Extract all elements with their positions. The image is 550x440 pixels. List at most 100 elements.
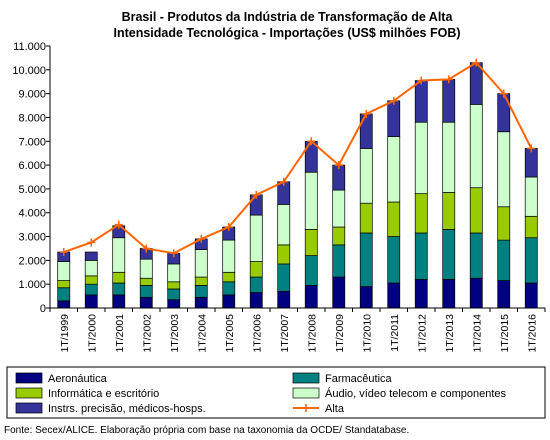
bar-segment-instrs-precis-o-m-dicos-hosps- bbox=[84, 251, 98, 261]
bar-segment-inform-tica-e-escrit-rio bbox=[249, 261, 263, 278]
stacked-bars bbox=[57, 62, 538, 309]
bar-segment--udio-v-deo-telecom-e-componentes bbox=[524, 176, 538, 217]
legend-swatch--udio-v-deo-telecom-e-componentes bbox=[292, 387, 320, 399]
x-tick-label: 1T/2011 bbox=[389, 314, 401, 352]
bar-segment-farmac-utica bbox=[359, 232, 373, 287]
bar-segment-instrs-precis-o-m-dicos-hosps- bbox=[442, 78, 456, 123]
bar-segment-inform-tica-e-escrit-rio bbox=[387, 201, 401, 237]
y-tick-label: 6.000 bbox=[18, 160, 46, 172]
bar-segment-inform-tica-e-escrit-rio bbox=[194, 276, 208, 286]
legend-box bbox=[6, 366, 546, 419]
bar-segment--udio-v-deo-telecom-e-componentes bbox=[139, 258, 153, 279]
alta-point-marker bbox=[472, 58, 481, 67]
bar-segment-instrs-precis-o-m-dicos-hosps- bbox=[497, 93, 511, 133]
y-tick-label: 2.000 bbox=[18, 255, 46, 267]
chart-title-line-2: Intensidade Tecnológica - Importações (U… bbox=[113, 26, 460, 40]
bar-segment-inform-tica-e-escrit-rio bbox=[57, 280, 71, 289]
bar-segment--udio-v-deo-telecom-e-componentes bbox=[359, 148, 373, 204]
bar-segment-farmac-utica bbox=[304, 255, 318, 286]
bar-segment-aeron-utica bbox=[442, 279, 456, 309]
alta-point-marker bbox=[417, 76, 426, 85]
bar-segment-inform-tica-e-escrit-rio bbox=[469, 187, 483, 234]
y-tick-label: 1.000 bbox=[18, 279, 46, 291]
bar-segment-farmac-utica bbox=[332, 244, 346, 278]
alta-point-marker bbox=[527, 144, 536, 153]
bar-segment-farmac-utica bbox=[442, 229, 456, 280]
bar-segment-aeron-utica bbox=[112, 294, 126, 309]
x-tick-label: 1T/2013 bbox=[444, 314, 456, 353]
legend-label-inform-tica-e-escrit-rio: Informática e escritório bbox=[48, 388, 159, 400]
bar-segment-aeron-utica bbox=[57, 300, 71, 309]
bar-segment-inform-tica-e-escrit-rio bbox=[277, 244, 291, 265]
alta-point-marker bbox=[114, 220, 123, 229]
alta-point-marker bbox=[334, 161, 343, 170]
alta-line-series bbox=[59, 58, 536, 258]
x-tick-label: 1T/2006 bbox=[251, 314, 263, 353]
x-tick-label: 1T/2003 bbox=[169, 314, 181, 353]
legend-swatch-farmac-utica bbox=[292, 372, 320, 384]
x-tick-label: 1T/2000 bbox=[86, 314, 98, 353]
x-tick-label: 1T/2005 bbox=[224, 314, 236, 353]
legend-label-instrs-precis-o-m-dicos-hosps-: Instrs. precisão, médicos-hosps. bbox=[48, 403, 206, 415]
bar-segment-farmac-utica bbox=[194, 285, 208, 298]
legend-swatch-aeron-utica bbox=[15, 372, 43, 384]
x-tick-label: 1T/2008 bbox=[306, 314, 318, 353]
bar-segment-inform-tica-e-escrit-rio bbox=[497, 206, 511, 241]
bar-segment--udio-v-deo-telecom-e-componentes bbox=[112, 237, 126, 273]
bar-segment--udio-v-deo-telecom-e-componentes bbox=[277, 204, 291, 246]
legend-label-farmac-utica: Farmacêutica bbox=[325, 373, 393, 385]
bar-segment-aeron-utica bbox=[332, 276, 346, 309]
bar-segment-farmac-utica bbox=[57, 287, 71, 302]
legend-label-alta: Alta bbox=[325, 403, 345, 415]
alta-point-marker bbox=[169, 249, 178, 258]
bar-segment--udio-v-deo-telecom-e-componentes bbox=[442, 121, 456, 193]
bar-segment-aeron-utica bbox=[167, 299, 181, 309]
bar-segment-instrs-precis-o-m-dicos-hosps- bbox=[359, 113, 373, 149]
bar-segment-aeron-utica bbox=[387, 282, 401, 309]
y-tick-label: 4.000 bbox=[18, 208, 46, 220]
legend: Aeronáutica Farmacêutica Informática e esc… bbox=[15, 372, 507, 415]
bar-segment-farmac-utica bbox=[139, 285, 153, 298]
x-tick-label: 1T/2002 bbox=[141, 314, 153, 353]
bar-segment--udio-v-deo-telecom-e-componentes bbox=[497, 131, 511, 208]
bar-segment-farmac-utica bbox=[387, 236, 401, 284]
bar-segment-instrs-precis-o-m-dicos-hosps- bbox=[414, 80, 428, 123]
y-tick-label: 3.000 bbox=[18, 232, 46, 244]
bar-segment-farmac-utica bbox=[222, 281, 236, 296]
x-tick-label: 1T/2010 bbox=[361, 314, 373, 353]
bar-segment-inform-tica-e-escrit-rio bbox=[414, 193, 428, 234]
x-tick-label: 1T/2015 bbox=[499, 314, 511, 353]
x-tick-label: 1T/2004 bbox=[196, 314, 208, 353]
bar-segment--udio-v-deo-telecom-e-componentes bbox=[387, 136, 401, 203]
bar-segment-aeron-utica bbox=[222, 294, 236, 309]
x-tick-label: 1T/2012 bbox=[416, 314, 428, 353]
bar-segment-inform-tica-e-escrit-rio bbox=[139, 277, 153, 286]
legend-label--udio-v-deo-telecom-e-componentes: Áudio, vídeo telecom e componentes bbox=[325, 387, 507, 400]
alta-point-marker bbox=[59, 248, 68, 257]
legend-label-aeron-utica: Aeronáutica bbox=[48, 373, 108, 385]
bar-segment-inform-tica-e-escrit-rio bbox=[332, 226, 346, 246]
x-tick-label: 1T/2009 bbox=[334, 314, 346, 353]
y-tick-label: 0 bbox=[40, 303, 46, 315]
alta-point-marker bbox=[87, 238, 96, 247]
bar-segment-farmac-utica bbox=[497, 239, 511, 281]
bar-segment-aeron-utica bbox=[524, 282, 538, 309]
bar-segment-aeron-utica bbox=[84, 294, 98, 309]
bar-segment-instrs-precis-o-m-dicos-hosps- bbox=[387, 100, 401, 137]
alta-point-marker bbox=[142, 244, 151, 253]
bar-segment--udio-v-deo-telecom-e-componentes bbox=[332, 189, 346, 228]
bar-segment-inform-tica-e-escrit-rio bbox=[84, 275, 98, 285]
y-tick-label: 11.000 bbox=[13, 41, 46, 53]
bar-segment-inform-tica-e-escrit-rio bbox=[359, 202, 373, 234]
bar-segment-aeron-utica bbox=[304, 285, 318, 309]
alta-point-marker bbox=[307, 137, 316, 146]
x-axis-tick-labels: 1T/1999 1T/2000 1T/2001 1T/2002 1T/2003 1T/20… bbox=[49, 308, 546, 353]
alta-point-marker bbox=[279, 177, 288, 186]
bar-segment-inform-tica-e-escrit-rio bbox=[222, 271, 236, 283]
bar-segment-aeron-utica bbox=[277, 290, 291, 309]
x-tick-label: 1T/1999 bbox=[59, 314, 71, 353]
alta-line bbox=[63, 61, 533, 255]
bar-segment-aeron-utica bbox=[139, 296, 153, 309]
x-tick-label: 1T/2014 bbox=[471, 314, 483, 353]
y-tick-label: 10.000 bbox=[12, 65, 46, 77]
